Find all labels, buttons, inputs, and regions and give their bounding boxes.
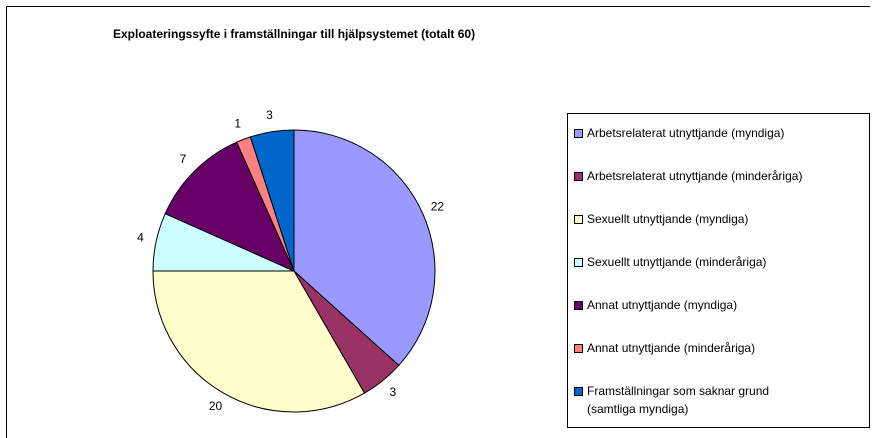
data-label: 3 [266,108,273,122]
legend-label: Arbetsrelaterat utnyttjande (minderåriga… [587,169,802,183]
legend-label: Sexuellt utnyttjande (minderåriga) [587,255,766,269]
pie-slice [293,129,436,367]
legend-swatch [574,301,583,310]
data-label: 3 [389,385,396,399]
legend-label: Sexuellt utnyttjande (myndiga) [587,212,748,226]
data-label: 4 [137,231,144,245]
legend-label-line: Framställningar som saknar grund [587,384,769,398]
data-label: 20 [209,399,223,413]
legend-swatch [574,344,583,353]
legend-swatch [574,215,583,224]
data-label: 1 [234,117,241,131]
pie-slice [249,129,295,272]
legend-swatch [574,387,583,396]
legend-label: Annat utnyttjande (myndiga) [587,298,737,312]
chart-title: Exploateringssyfte i framställningar til… [113,27,475,41]
legend-swatch [574,129,583,138]
legend-label: Arbetsrelaterat utnyttjande (myndiga) [587,126,784,140]
data-label: 22 [431,199,445,213]
pie-slice [164,141,295,272]
legend-label-line: (samtliga myndiga) [587,402,688,416]
pie-slice [152,270,366,413]
legend-box [567,113,870,428]
legend-label: Framställningar som saknar grund (samtlig… [587,384,769,416]
legend-label: Annat utnyttjande (minderåriga) [587,341,755,355]
data-label: 7 [180,152,187,166]
legend-swatch [574,172,583,181]
legend-swatch [574,258,583,267]
